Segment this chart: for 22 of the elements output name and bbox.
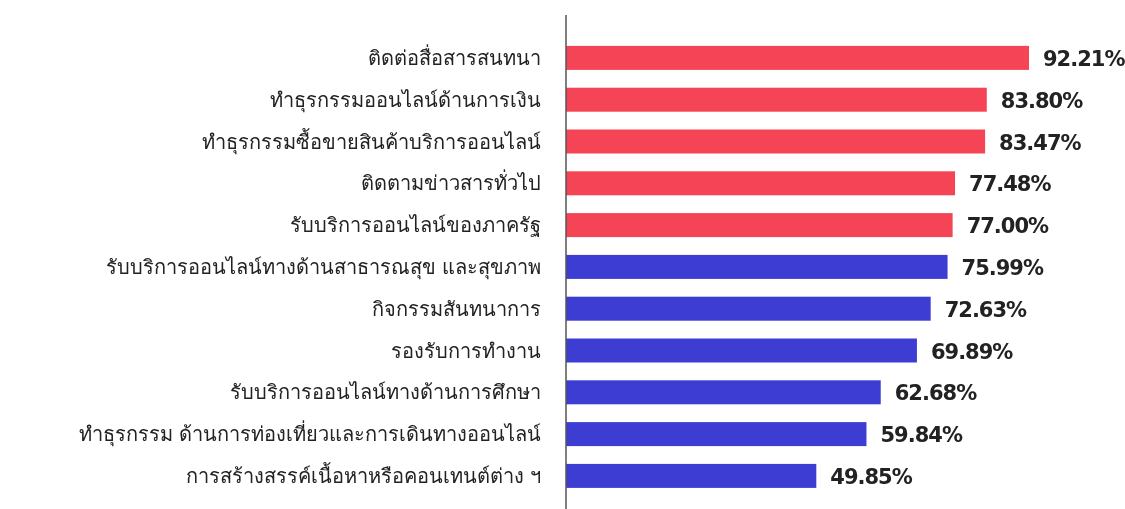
data-label: 92.21% xyxy=(1043,46,1125,71)
data-label: 69.89% xyxy=(930,339,1014,364)
y-tick-label: ทำธุรกรรมออนไลน์ด้านการเงิน xyxy=(270,87,541,113)
y-tick-label: รับบริการออนไลน์ทางด้านการศึกษา xyxy=(230,380,541,405)
data-label: 83.47% xyxy=(999,130,1082,155)
y-tick-label: รับบริการออนไลน์ทางด้านสาธารณสุข และสุขภาพ xyxy=(105,254,541,280)
y-tick-label: รองรับการทำงาน xyxy=(391,338,541,363)
data-label: 77.48% xyxy=(969,172,1052,197)
y-tick-label: ติดตามข่าวสารทั่วไป xyxy=(361,169,541,196)
y-tick-label: ทำธุรกรรมซื้อขายสินค้าบริการออนไลน์ xyxy=(202,127,541,155)
data-label: 77.00% xyxy=(966,214,1050,239)
y-tick-label: ทำธุรกรรม ด้านการท่องเที่ยวและการเดินทางออนไลน์ xyxy=(78,420,541,448)
data-label: 62.68% xyxy=(894,381,978,406)
data-label: 72.63% xyxy=(944,297,1028,322)
data-label: 49.85% xyxy=(830,464,913,489)
y-tick-label: การสร้างสรรค์เนื้อหาหรือคอนเทนต์ต่าง ฯ xyxy=(185,461,541,488)
data-label: 59.84% xyxy=(880,423,963,448)
data-label: 75.99% xyxy=(961,255,1044,280)
y-tick-label: ติดต่อสื่อสารสนทนา xyxy=(368,43,541,70)
data-label: 83.80% xyxy=(1000,88,1084,113)
y-tick-label: กิจกรรมสันทนาการ xyxy=(372,296,541,321)
y-tick-label: รับบริการออนไลน์ของภาครัฐ xyxy=(290,213,541,238)
